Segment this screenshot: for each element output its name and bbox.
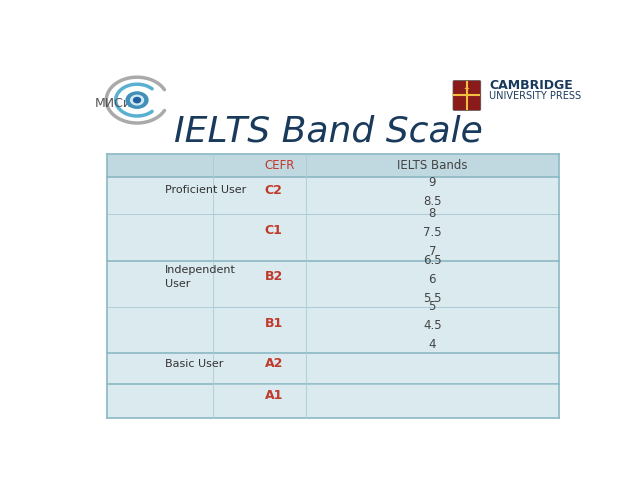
Text: Basic User: Basic User (165, 359, 223, 369)
Text: CAMBRIDGE: CAMBRIDGE (489, 79, 573, 92)
Bar (108, 261, 213, 307)
Bar (213, 307, 306, 353)
Bar (213, 154, 306, 178)
Text: Independent
User: Independent User (165, 265, 236, 288)
Bar (306, 384, 559, 418)
Text: B1: B1 (264, 317, 283, 330)
Circle shape (126, 92, 148, 108)
Bar (306, 178, 559, 215)
Circle shape (131, 96, 143, 105)
Bar (108, 215, 213, 261)
Bar (306, 353, 559, 384)
Bar (213, 215, 306, 261)
Text: CEFR: CEFR (264, 159, 295, 172)
Text: Proficient User: Proficient User (165, 185, 246, 195)
Text: 9
8.5: 9 8.5 (423, 176, 442, 208)
Text: 8
7.5
7: 8 7.5 7 (423, 207, 442, 258)
Bar (108, 154, 213, 178)
Bar (306, 261, 559, 307)
Bar (213, 261, 306, 307)
Text: 6.5
6
5.5: 6.5 6 5.5 (423, 254, 442, 305)
Text: C2: C2 (264, 184, 282, 197)
Text: ✦: ✦ (464, 86, 470, 92)
Bar (213, 353, 306, 384)
Bar (306, 154, 559, 178)
Text: IELTS Bands: IELTS Bands (397, 159, 467, 172)
Bar (306, 307, 559, 353)
Bar (306, 215, 559, 261)
Text: IELTS Band Scale: IELTS Band Scale (173, 115, 483, 148)
Text: B2: B2 (264, 270, 283, 283)
Bar (108, 384, 213, 418)
Text: UNIVERSITY PRESS: UNIVERSITY PRESS (489, 91, 581, 101)
Bar (108, 353, 213, 384)
Bar (213, 384, 306, 418)
Text: C1: C1 (264, 224, 282, 237)
Bar (108, 307, 213, 353)
Bar (108, 178, 213, 215)
Text: A2: A2 (264, 357, 283, 371)
Text: A1: A1 (264, 389, 283, 402)
Text: МИСиС: МИСиС (95, 97, 141, 110)
Bar (213, 178, 306, 215)
Text: 5
4.5
4: 5 4.5 4 (423, 300, 442, 351)
FancyBboxPatch shape (453, 81, 481, 110)
Circle shape (134, 97, 141, 103)
